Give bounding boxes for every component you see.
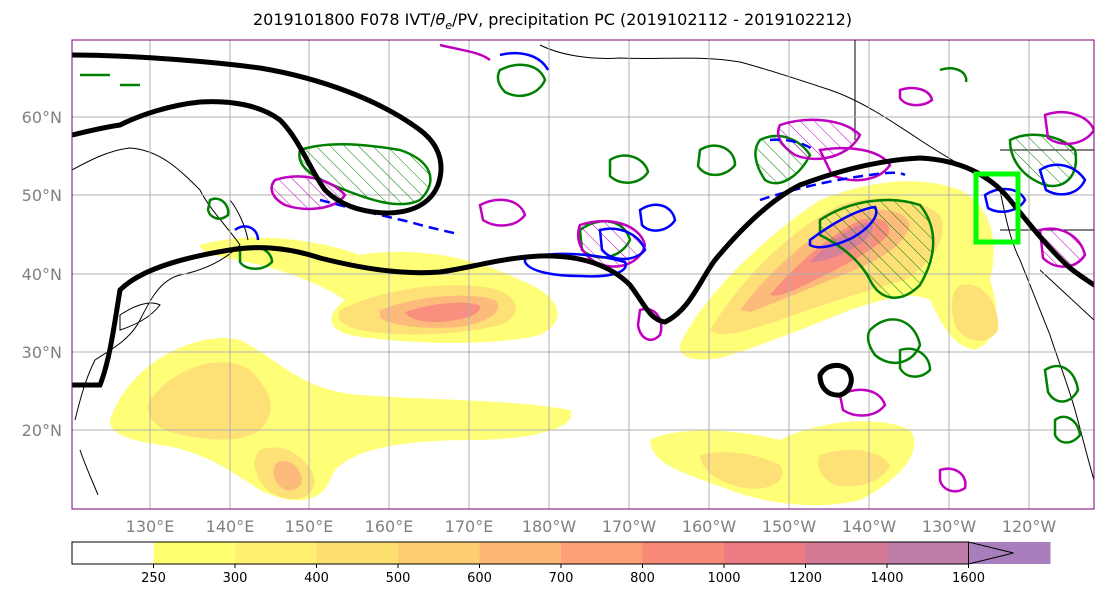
lon-tick-label: 140°W [842, 517, 897, 536]
colorbar-tick-label: 1600 [952, 571, 985, 586]
gridlines [72, 40, 1094, 509]
colorbar-tick-label: 500 [386, 571, 411, 586]
colorbar-tick-label: 400 [304, 571, 329, 586]
lon-tick-label: 170°E [445, 517, 494, 536]
colorbar-segment [724, 542, 806, 564]
colorbar-segment [642, 542, 725, 564]
colorbar-segment [316, 542, 399, 564]
lon-tick-label: 140°E [206, 517, 255, 536]
lon-tick-label: 130°W [922, 517, 977, 536]
lon-tick-label: 150°W [762, 517, 817, 536]
colorbar-tick-label: 1400 [870, 571, 903, 586]
map-content [72, 40, 1094, 509]
colorbar-segment [72, 542, 154, 564]
lon-axis: 130°E 140°E 150°E 160°E 170°E 180°W 170°… [126, 517, 1057, 536]
colorbar-segment [887, 542, 969, 564]
lon-tick-label: 160°W [682, 517, 737, 536]
lat-tick-label: 50°N [22, 186, 62, 205]
colorbar: 250 300 400 500 600 700 800 1000 1200 1400 1600 [71, 541, 1051, 586]
lon-tick-label: 120°W [1002, 517, 1057, 536]
colorbar-tick-label: 800 [630, 571, 655, 586]
lon-tick-label: 170°W [602, 517, 657, 536]
lon-tick-label: 150°E [285, 517, 334, 536]
colorbar-tick-label: 1000 [707, 571, 740, 586]
colorbar-segment [153, 542, 236, 564]
colorbar-segment [561, 542, 643, 564]
colorbar-tick-label: 700 [549, 571, 574, 586]
lat-tick-label: 40°N [22, 265, 62, 284]
colorbar-segment [235, 542, 317, 564]
lat-tick-label: 20°N [22, 421, 62, 440]
colorbar-tick-label: 1200 [789, 571, 822, 586]
colorbar-tick-label: 300 [223, 571, 248, 586]
colorbar-segment [479, 542, 562, 564]
colorbar-segment [398, 542, 480, 564]
lon-tick-label: 180°W [522, 517, 577, 536]
colorbar-segment [805, 542, 888, 564]
lat-tick-label: 30°N [22, 343, 62, 362]
colorbar-tick-label: 250 [141, 571, 166, 586]
lon-tick-label: 160°E [365, 517, 414, 536]
target-region-box [973, 171, 1021, 245]
black-contours [72, 52, 1094, 398]
magenta-contours [270, 43, 1094, 493]
lat-tick-label: 60°N [22, 108, 62, 127]
map-frame [71, 39, 1095, 510]
lat-axis: 20°N 30°N 40°N 50°N 60°N [22, 108, 62, 440]
colorbar-outline [71, 541, 969, 565]
colorbar-tick-label: 600 [467, 571, 492, 586]
chart-title: 2019101800 F078 IVT/θe/PV, precipitation… [252, 10, 853, 33]
blue-contours [234, 51, 1087, 278]
coastlines [72, 40, 1094, 496]
lon-tick-label: 130°E [126, 517, 175, 536]
